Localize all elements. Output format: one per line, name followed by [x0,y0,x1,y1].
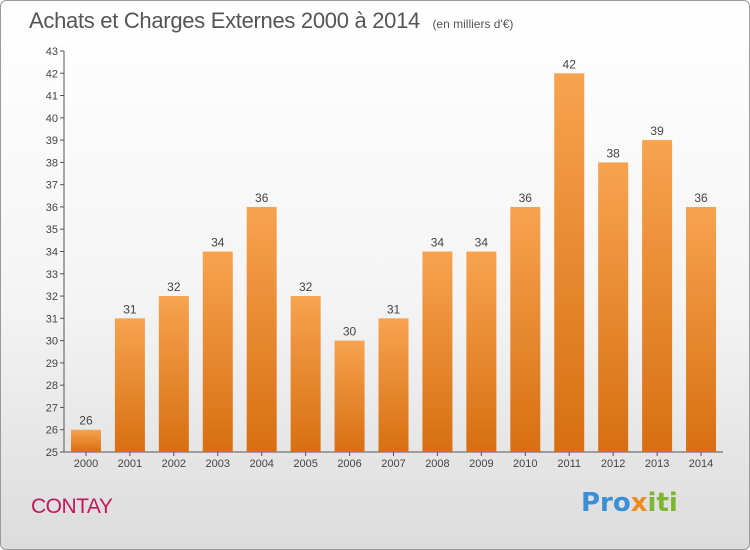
x-tick-label: 2006 [337,458,361,470]
x-tick-label: 2002 [162,458,186,470]
x-tick-label: 2008 [425,458,449,470]
data-label: 34 [211,236,225,250]
x-tick-label: 2004 [249,458,273,470]
proxiti-logo[interactable]: Proxiti [581,488,678,518]
y-tick-label: 36 [46,202,58,214]
y-tick-label: 39 [46,135,58,147]
data-label: 34 [475,236,489,250]
y-tick-label: 42 [46,68,58,80]
x-tick-label: 2012 [601,458,625,470]
data-label: 38 [606,146,620,160]
y-tick-label: 35 [46,224,58,236]
chart-title-text: Achats et Charges Externes 2000 à 2014 [29,8,420,33]
x-tick-label: 2013 [645,458,669,470]
x-tick-label: 2005 [293,458,317,470]
chart-title: Achats et Charges Externes 2000 à 2014 (… [29,8,513,34]
bar [466,251,497,452]
x-tick-label: 2010 [513,458,537,470]
y-tick-label: 32 [46,291,58,303]
bar [70,429,101,452]
y-tick-label: 40 [46,113,58,125]
bar [598,162,629,452]
bar [686,206,717,452]
y-tick-label: 31 [46,313,58,325]
bar [642,140,673,452]
y-tick-label: 27 [46,402,58,414]
data-label: 36 [694,191,708,205]
y-tick-label: 28 [46,380,58,392]
data-label: 26 [79,414,93,428]
data-label: 31 [387,302,401,316]
x-tick-label: 2000 [74,458,98,470]
y-tick-label: 38 [46,157,58,169]
bar [202,251,233,452]
data-label: 32 [299,280,313,294]
data-label: 36 [519,191,533,205]
y-tick-label: 41 [46,91,58,103]
y-tick-label: 25 [46,447,58,459]
y-tick-label: 37 [46,180,58,192]
chart-bars [70,73,717,453]
x-tick-label: 2011 [557,458,581,470]
y-tick-label: 34 [46,247,58,259]
y-tick-label: 30 [46,336,58,348]
data-label: 36 [255,191,269,205]
bar [158,296,189,452]
data-label: 42 [563,57,577,71]
y-tick-label: 33 [46,269,58,281]
y-tick-label: 26 [46,425,58,437]
chart-unit-label: (en milliers d'€) [432,17,514,31]
data-label: 34 [431,236,445,250]
bar [554,73,585,453]
y-tick-label: 29 [46,358,58,370]
y-tick-label: 43 [46,46,58,58]
data-label: 32 [167,280,181,294]
bar [114,318,145,452]
x-tick-label: 2014 [689,458,713,470]
bar [334,340,365,452]
x-tick-label: 2009 [469,458,493,470]
chart-data-labels: 26 31 32 34 36 32 30 31 34 34 36 42 38 39 36 [79,57,708,427]
data-label: 31 [123,302,137,316]
x-tick-label: 2003 [206,458,230,470]
chart-axes: 25 26 27 28 29 30 31 32 33 34 35 36 37 38 39 40 41 42 43 20… [46,46,723,470]
data-label: 39 [650,124,664,138]
x-tick-label: 2007 [381,458,405,470]
data-label: 30 [343,325,357,339]
bar [422,251,453,452]
commune-name: CONTAY [31,495,113,518]
x-tick-label: 2001 [118,458,142,470]
bar [246,206,277,452]
bar [378,318,409,452]
bar [510,206,541,452]
bar [290,296,321,452]
